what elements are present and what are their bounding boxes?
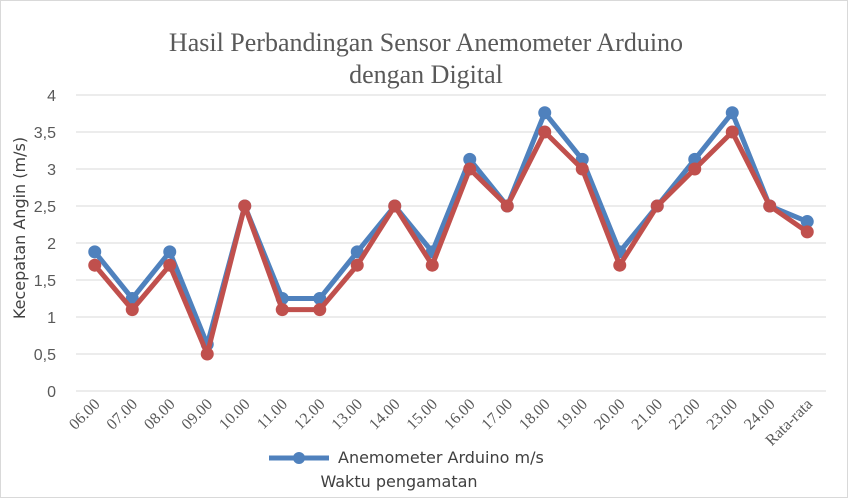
data-point-series-2 [800,225,814,239]
y-axis-label: Kecepatan Angin (m/s) [10,137,29,319]
data-point-series-2 [313,303,327,317]
data-point-series-2 [463,162,477,176]
x-tick-label: 18.00 [516,396,553,433]
x-tick-label: 12.00 [291,396,328,433]
data-point-series-2 [763,199,777,213]
x-tick-label: 10.00 [216,396,253,433]
legend-label: Anemometer Arduino m/s [338,448,544,467]
x-tick-label: 21.00 [629,396,666,433]
x-tick-label: 07.00 [104,396,141,433]
data-point-series-2 [275,303,289,317]
data-point-series-1 [313,292,327,305]
data-point-series-2 [163,258,177,272]
y-tick-label: 0,5 [34,347,56,364]
y-axis-ticks: 0 0,5 1 1,5 2 2,5 3 3,5 4 [34,88,56,401]
series-layer [88,106,814,361]
data-point-series-2 [725,125,739,139]
legend: Anemometer Arduino m/s [269,448,544,467]
data-point-series-2 [613,258,627,272]
legend-marker-icon [293,452,305,464]
x-tick-label: 11.00 [254,396,291,433]
data-point-series-2 [350,258,364,272]
series-line-2 [92,129,810,357]
data-point-series-1 [163,245,177,259]
data-point-series-1 [125,292,139,305]
x-tick-label: 22.00 [666,396,703,433]
data-point-series-1 [725,106,739,120]
x-tick-label: 06.00 [66,396,103,433]
x-tick-label: 15.00 [404,396,441,433]
chart-title-line1: Hasil Perbandingan Sensor Anemometer Ard… [169,28,683,57]
x-axis-ticks: 06.00 07.00 08.00 09.00 10.00 11.00 12.00 13.00… [66,396,816,449]
data-point-series-2 [538,125,552,139]
y-tick-label: 1 [47,310,56,327]
y-tick-label: 2 [47,236,56,253]
data-point-series-2 [500,199,514,213]
chart-title-line2: dengan Digital [349,60,503,89]
data-point-series-2 [688,162,702,176]
y-tick-label: 2,5 [34,199,56,216]
data-point-series-2 [200,347,214,361]
x-tick-label: 16.00 [441,396,478,433]
x-tick-label: 13.00 [329,396,366,433]
x-tick-label: 08.00 [141,396,178,433]
data-point-series-1 [88,245,102,259]
x-axis-label: Waktu pengamatan [320,472,477,491]
data-point-series-2 [650,199,664,213]
data-point-series-1 [800,215,814,229]
x-tick-label: 20.00 [591,396,628,433]
data-point-series-2 [575,162,589,176]
x-tick-label: 09.00 [179,396,216,433]
data-point-series-2 [425,258,439,272]
y-tick-label: 0 [47,384,56,401]
series-line-1 [92,110,810,347]
y-tick-label: 1,5 [34,273,56,290]
x-tick-label: 17.00 [479,396,516,433]
y-tick-label: 3 [47,162,56,179]
data-point-series-1 [350,245,364,259]
y-tick-label: 4 [47,88,56,105]
y-tick-label: 3,5 [34,125,56,142]
x-tick-label: 19.00 [554,396,591,433]
data-point-series-1 [538,106,552,120]
x-tick-label: 23.00 [704,396,741,433]
data-point-series-2 [125,303,139,317]
data-point-series-2 [388,199,402,213]
data-point-series-2 [88,258,102,272]
data-point-series-2 [238,199,252,213]
x-tick-label: 14.00 [366,396,403,433]
data-point-series-1 [463,152,477,166]
